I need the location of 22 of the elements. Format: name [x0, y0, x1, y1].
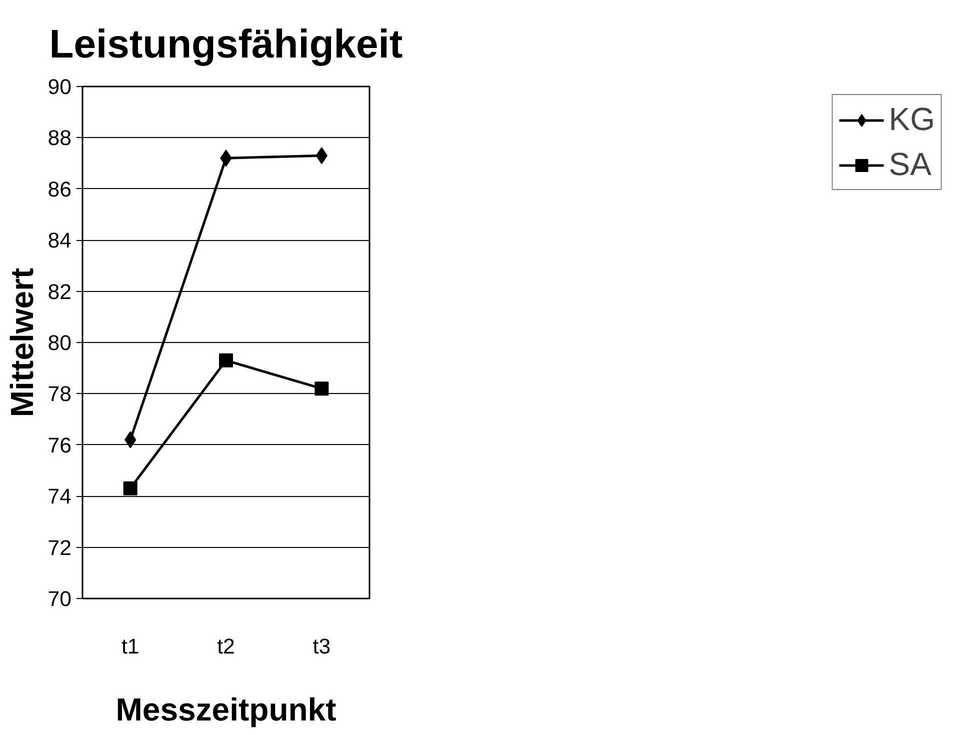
- y-tick-label: 80: [48, 331, 72, 355]
- x-tick-label: t2: [217, 634, 235, 658]
- y-tick-label: 72: [48, 536, 72, 560]
- y-tick-label: 70: [48, 587, 72, 611]
- x-tick-label: t1: [121, 634, 140, 658]
- y-axis-title: Mittelwert: [4, 267, 40, 418]
- y-tick-label: 82: [48, 280, 72, 304]
- y-tick-label: 78: [48, 382, 72, 406]
- chart-title: Leistungsfähigkeit: [49, 22, 403, 66]
- point: [123, 481, 138, 496]
- legend-label: KG: [888, 101, 935, 138]
- point: [219, 353, 233, 368]
- x-axis-title: Messzeitpunkt: [116, 692, 337, 728]
- y-tick-label: 84: [48, 228, 72, 253]
- y-tick-label: 76: [48, 433, 72, 458]
- y-tick-label: 88: [48, 126, 72, 150]
- x-tick-label: t3: [312, 634, 331, 658]
- y-tick-label: 86: [48, 177, 72, 202]
- point: [314, 382, 329, 396]
- legend-label: SA: [888, 146, 932, 183]
- y-tick-label: 90: [48, 75, 72, 99]
- y-tick-label: 74: [48, 484, 72, 509]
